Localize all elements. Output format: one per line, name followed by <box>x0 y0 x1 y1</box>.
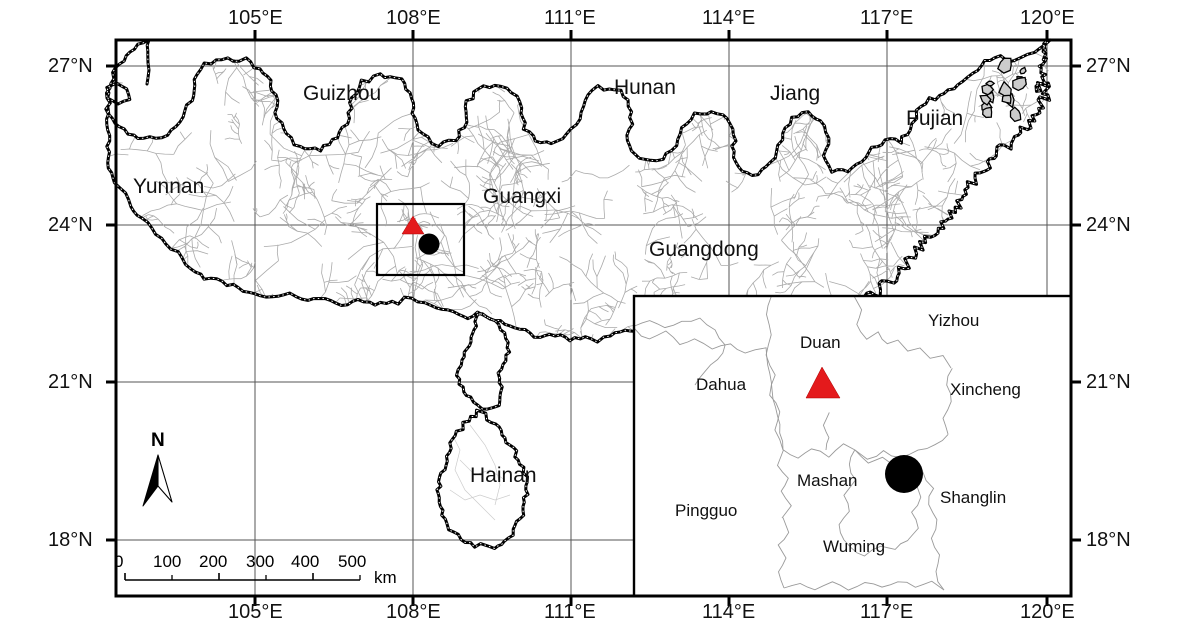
svg-text:300: 300 <box>246 552 274 571</box>
svg-text:400: 400 <box>291 552 319 571</box>
svg-text:km: km <box>374 568 397 587</box>
svg-text:N: N <box>151 430 165 451</box>
svg-text:200: 200 <box>199 552 227 571</box>
svg-text:500: 500 <box>338 552 366 571</box>
svg-text:100: 100 <box>153 552 181 571</box>
